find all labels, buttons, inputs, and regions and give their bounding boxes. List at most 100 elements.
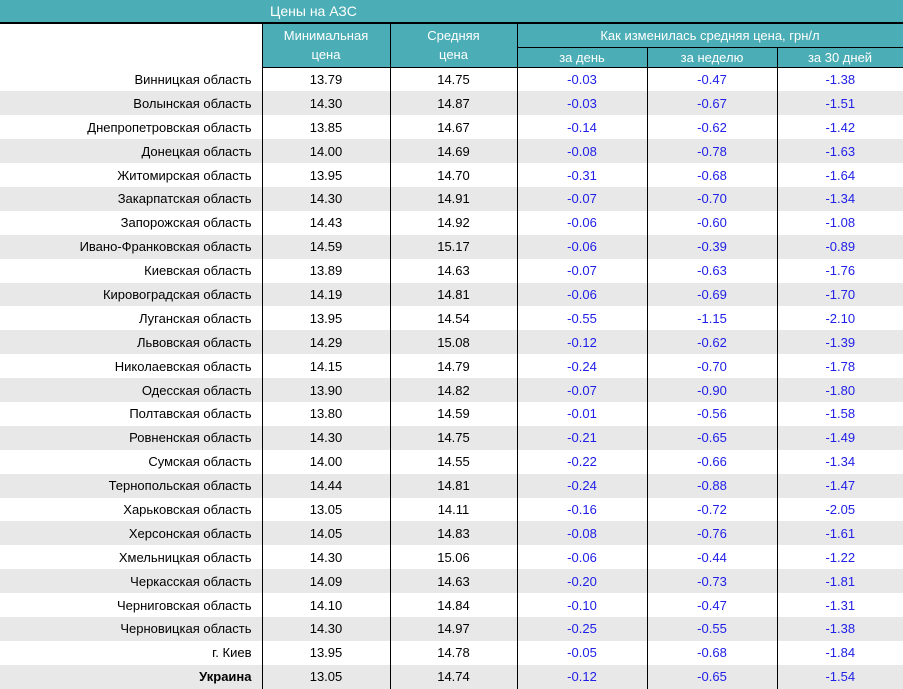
week-change-value: -0.47: [646, 593, 777, 617]
region-name: Ровненская область: [129, 430, 252, 446]
min-price-value: 14.00: [261, 139, 390, 164]
week-change-value: -0.70: [646, 354, 777, 379]
month-change-value: -1.39: [776, 330, 903, 355]
week-change-value: -0.56: [646, 401, 777, 426]
month-change-value: -1.64: [776, 163, 903, 187]
week-change-value: -0.76: [646, 521, 777, 546]
table-row: Закарпатская область 14.30 14.91 -0.07 -…: [0, 186, 903, 211]
region-name: Волынская область: [133, 95, 252, 111]
per-30days-header: за 30 дней: [776, 47, 903, 68]
table-row: Кировоградская область 14.19 14.81 -0.06…: [0, 282, 903, 307]
week-change-value: -0.66: [646, 449, 777, 474]
avg-price-value: 14.92: [389, 210, 517, 235]
header-row-2: за день за неделю за 30 дней: [0, 47, 903, 68]
table-row: Житомирская область 13.95 14.70 -0.31 -0…: [0, 163, 903, 187]
table-row: Винницкая область 13.79 14.75 -0.03 -0.4…: [0, 67, 903, 92]
region-name: Днепропетровская область: [87, 119, 252, 135]
month-change-value: -1.31: [776, 593, 903, 617]
avg-price-value: 14.11: [389, 497, 517, 522]
avg-price-value: 14.63: [389, 569, 517, 594]
min-price-value: 14.05: [261, 521, 390, 546]
day-change-value: -0.12: [516, 664, 647, 689]
day-change-value: -0.12: [516, 330, 647, 355]
week-change-value: -0.70: [646, 186, 777, 211]
day-change-value: -0.55: [516, 306, 647, 331]
week-change-value: -0.62: [646, 330, 777, 355]
min-price-value: 14.29: [261, 330, 390, 355]
day-change-value: -0.22: [516, 449, 647, 474]
day-change-value: -0.06: [516, 234, 647, 259]
min-price-value: 13.95: [261, 640, 390, 665]
table-row: Тернопольская область 14.44 14.81 -0.24 …: [0, 473, 903, 498]
avg-price-value: 14.59: [389, 401, 517, 426]
region-name: Житомирская область: [117, 167, 252, 183]
table-row: Херсонская область 14.05 14.83 -0.08 -0.…: [0, 521, 903, 546]
min-price-value: 13.85: [261, 115, 390, 140]
week-change-value: -1.15: [646, 306, 777, 331]
day-change-value: -0.07: [516, 378, 647, 402]
table-row: Хмельницкая область 14.30 15.06 -0.06 -0…: [0, 545, 903, 570]
min-price-value: 14.30: [261, 186, 390, 211]
month-change-value: -1.78: [776, 354, 903, 379]
min-price-value: 13.05: [261, 664, 390, 689]
table-row: Львовская область 14.29 15.08 -0.12 -0.6…: [0, 330, 903, 355]
day-change-value: -0.03: [516, 67, 647, 92]
region-name: г. Киев: [212, 645, 252, 661]
month-change-value: -1.80: [776, 378, 903, 402]
avg-price-value: 14.67: [389, 115, 517, 140]
month-change-value: -1.34: [776, 449, 903, 474]
week-change-value: -0.55: [646, 616, 777, 641]
week-change-value: -0.78: [646, 139, 777, 164]
min-price-value: 14.59: [261, 234, 390, 259]
day-change-value: -0.16: [516, 497, 647, 522]
week-change-value: -0.47: [646, 67, 777, 92]
region-name: Хмельницкая область: [118, 549, 252, 565]
day-change-value: -0.06: [516, 545, 647, 570]
avg-price-value: 14.81: [389, 473, 517, 498]
avg-price-value: 15.17: [389, 234, 517, 259]
avg-price-value: 14.82: [389, 378, 517, 402]
day-change-value: -0.08: [516, 521, 647, 546]
month-change-value: -1.63: [776, 139, 903, 164]
week-change-value: -0.65: [646, 664, 777, 689]
day-change-value: -0.08: [516, 139, 647, 164]
region-name: Черниговская область: [116, 597, 252, 613]
table-row: Николаевская область 14.15 14.79 -0.24 -…: [0, 354, 903, 379]
min-price-value: 13.05: [261, 497, 390, 522]
month-change-value: -0.89: [776, 234, 903, 259]
region-name: Украина: [199, 669, 252, 685]
region-name: Херсонская область: [128, 525, 252, 541]
per-week-header: за неделю: [646, 47, 778, 68]
day-change-value: -0.14: [516, 115, 647, 140]
fuel-price-table: Минимальная цена Средняя цена Как измени…: [0, 24, 903, 689]
region-name: Запорожская область: [120, 215, 252, 231]
min-price-value: 14.15: [261, 354, 390, 379]
region-name: Черкасская область: [130, 573, 252, 589]
month-change-value: -1.34: [776, 186, 903, 211]
min-price-value: 14.10: [261, 593, 390, 617]
table-row: Черниговская область 14.10 14.84 -0.10 -…: [0, 593, 903, 617]
month-change-value: -1.38: [776, 67, 903, 92]
table-row: Черкасская область 14.09 14.63 -0.20 -0.…: [0, 569, 903, 594]
min-price-value: 13.79: [261, 67, 390, 92]
region-name: Кировоградская область: [102, 286, 252, 302]
table-row: Ивано-Франковская область 14.59 15.17 -0…: [0, 234, 903, 259]
avg-price-value: 14.79: [389, 354, 517, 379]
avg-price-value: 14.75: [389, 67, 517, 92]
region-name: Харьковская область: [123, 501, 252, 517]
table-row: Полтавская область 13.80 14.59 -0.01 -0.…: [0, 401, 903, 426]
week-change-value: -0.44: [646, 545, 777, 570]
month-change-value: -1.51: [776, 91, 903, 116]
day-change-value: -0.01: [516, 401, 647, 426]
per-day-header: за день: [516, 47, 648, 68]
min-price-value: 13.95: [261, 163, 390, 187]
region-name: Львовская область: [136, 334, 252, 350]
region-name: Винницкая область: [134, 71, 252, 87]
region-name: Полтавская область: [129, 406, 252, 422]
region-name: Черновицкая область: [120, 621, 252, 637]
table-row: г. Киев 13.95 14.78 -0.05 -0.68 -1.84: [0, 640, 903, 665]
table-row: Волынская область 14.30 14.87 -0.03 -0.6…: [0, 91, 903, 116]
header-row-1: Минимальная цена Средняя цена Как измени…: [0, 24, 903, 68]
week-change-value: -0.39: [646, 234, 777, 259]
